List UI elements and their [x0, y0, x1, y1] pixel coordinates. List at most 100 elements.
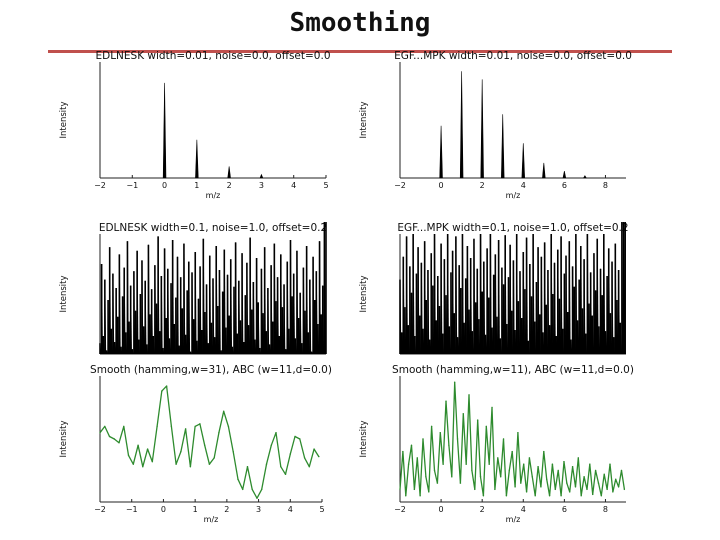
noise-segment — [504, 235, 507, 355]
smoothed-point — [577, 457, 580, 459]
x-tick-label: 0 — [439, 505, 444, 514]
noise-segment — [526, 237, 528, 355]
noise-segment — [549, 325, 551, 355]
smoothed-point — [407, 463, 410, 465]
smoothed-point — [151, 460, 154, 463]
smoothed-point — [468, 394, 470, 396]
noise-segment — [136, 250, 139, 355]
noise-segment — [189, 351, 192, 355]
chart-svg: EDLNESK width=0.1, noise=1.0, offset=0.2… — [59, 221, 327, 355]
noise-segment — [289, 239, 292, 355]
noise-segment — [230, 259, 233, 355]
x-tick-label: 2 — [480, 181, 485, 190]
noise-segment — [422, 328, 425, 355]
y-axis-label: Intensity — [59, 421, 69, 458]
noise-segment — [427, 269, 430, 355]
smoothed-point — [127, 454, 130, 457]
smoothed-point — [548, 495, 551, 497]
smoothed-point — [531, 476, 534, 478]
noise-segment — [267, 287, 270, 355]
noise-segment — [207, 343, 210, 355]
noise-segment — [168, 338, 171, 355]
smoothed-point — [491, 406, 493, 409]
noise-segment — [193, 319, 195, 355]
smoothed-point — [502, 438, 505, 440]
x-tick-label: 3 — [259, 181, 264, 190]
noise-segment — [468, 309, 471, 355]
smoothed-point — [574, 486, 577, 488]
smoothed-point — [439, 432, 441, 434]
x-tick-label: −2 — [394, 181, 406, 190]
noise-segment — [173, 323, 176, 355]
noise-segment — [144, 280, 147, 355]
smoothed-point — [256, 497, 258, 499]
noise-segment — [128, 321, 131, 355]
smoothed-point — [113, 438, 115, 440]
noise-segment — [139, 293, 142, 355]
noise-segment — [530, 296, 533, 355]
smoothed-point — [592, 493, 594, 496]
smoothed-point — [479, 476, 482, 478]
smoothed-point — [451, 476, 453, 478]
smoothed-point — [557, 469, 559, 472]
noise-segment — [131, 349, 134, 355]
smoothed-point — [308, 466, 311, 468]
noise-segment — [537, 247, 540, 355]
noise-segment — [225, 327, 228, 355]
noise-segment — [517, 301, 520, 355]
noise-segment — [257, 302, 260, 355]
noise-segment — [578, 279, 581, 355]
x-axis-label: m/z — [204, 515, 219, 524]
noise-segment — [603, 233, 606, 355]
x-tick-label: 6 — [562, 181, 567, 190]
smoothed-point — [617, 486, 620, 488]
noise-segment — [185, 334, 187, 355]
noise-segment — [580, 245, 583, 355]
smoothed-point — [528, 457, 531, 459]
noise-segment — [412, 233, 415, 355]
smoothed-point — [545, 478, 548, 481]
noise-segment — [466, 245, 469, 355]
noise-segment — [522, 251, 525, 355]
noise-segment — [494, 254, 497, 355]
noise-segment — [565, 255, 568, 355]
smoothed-point — [251, 488, 253, 491]
noise-segment — [457, 337, 459, 355]
noise-segment — [461, 233, 464, 355]
noise-segment — [593, 253, 596, 355]
smoothed-point — [294, 435, 296, 438]
noise-segment — [488, 297, 491, 355]
x-tick-label: 1 — [193, 505, 198, 514]
smoothed-point — [413, 488, 416, 491]
x-axis-label: m/z — [206, 191, 221, 200]
smoothed-point — [146, 448, 149, 450]
noise-segment — [471, 331, 474, 355]
noise-segment — [601, 295, 604, 355]
noise-segment — [453, 313, 456, 355]
x-tick-label: 1 — [194, 181, 199, 190]
noise-segment — [159, 331, 162, 355]
noise-segment — [506, 323, 509, 355]
noise-segment — [511, 310, 514, 355]
smoothed-point — [571, 466, 574, 468]
smoothed-point — [462, 413, 464, 415]
noise-segment — [223, 249, 226, 355]
noise-segment — [499, 338, 502, 355]
noise-segment — [218, 269, 221, 355]
noise-segment — [600, 268, 602, 355]
x-tick-label: 4 — [521, 181, 526, 190]
noise-segment — [293, 273, 296, 355]
smoothed-point — [425, 476, 427, 478]
chart-title: Smooth (hamming,w=31), ABC (w=11,d=0.0) — [90, 364, 332, 376]
spectrum-peak — [521, 143, 525, 179]
chart-panel-middle-left: EDLNESK width=0.1, noise=1.0, offset=0.2… — [52, 221, 352, 362]
noise-segment — [465, 278, 468, 355]
noise-segment — [435, 320, 438, 355]
x-tick-label: −2 — [94, 181, 106, 190]
noise-segment — [167, 268, 170, 355]
smoothed-point — [465, 463, 467, 465]
noise-segment — [558, 298, 561, 355]
smoothed-point — [583, 476, 585, 478]
noise-segment — [404, 307, 407, 355]
noise-segment — [512, 260, 515, 355]
